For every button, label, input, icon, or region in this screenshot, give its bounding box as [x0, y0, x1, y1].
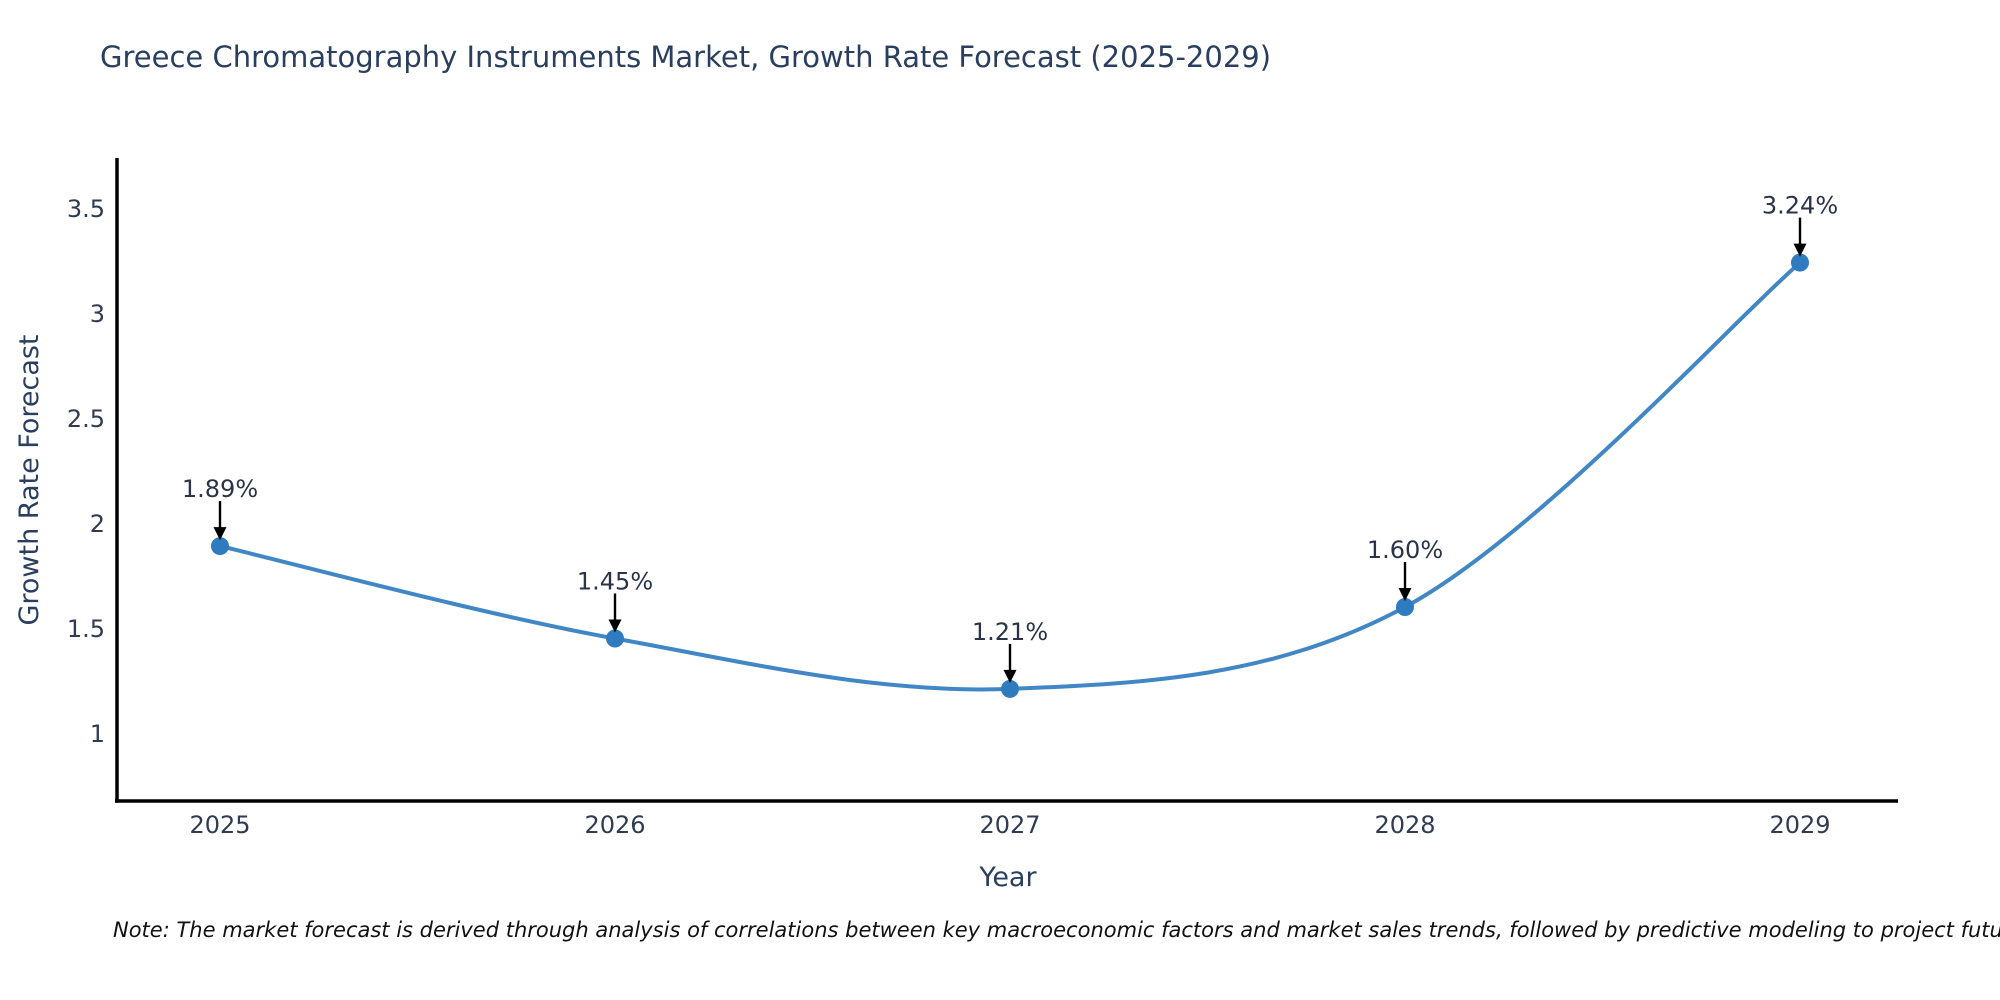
y-tick-label: 2	[90, 510, 105, 538]
annotation-arrowhead	[1793, 243, 1807, 257]
x-tick-label: 2029	[1769, 811, 1830, 839]
point-annotation: 1.21%	[972, 618, 1048, 683]
series-line	[218, 260, 1802, 692]
annotation-label: 1.45%	[577, 568, 653, 596]
point-annotation: 1.89%	[182, 475, 258, 541]
data-point-marker	[1396, 598, 1414, 616]
x-tick-label: 2025	[189, 811, 250, 839]
data-point-marker	[1001, 679, 1019, 698]
point-annotation: 1.45%	[577, 568, 653, 633]
y-tick-label: 1.5	[67, 615, 105, 643]
point-annotation: 3.24%	[1762, 192, 1838, 257]
x-tick-labels: 2025 2026 2027 2028 2029	[189, 811, 1830, 839]
y-tick-label: 2.5	[67, 405, 105, 433]
annotation-label: 1.60%	[1367, 536, 1443, 564]
axes	[115, 158, 1898, 803]
y-tick-label: 1	[90, 720, 105, 748]
annotation-arrowhead	[213, 527, 227, 541]
x-tick-label: 2027	[979, 811, 1040, 839]
x-tick-label: 2026	[584, 811, 645, 839]
point-annotations: 1.89% 1.45% 1.21% 1.60% 3.24%	[182, 192, 1838, 683]
x-tick-label: 2028	[1374, 811, 1435, 839]
chart-title: Greece Chromatography Instruments Market…	[100, 40, 1272, 74]
y-axis-title: Growth Rate Forecast	[14, 334, 45, 625]
data-point-marker	[606, 629, 624, 648]
x-axis-title: Year	[978, 862, 1037, 893]
annotation-arrowhead	[1003, 669, 1017, 683]
footnote: Note: The market forecast is derived thr…	[113, 918, 2000, 942]
y-tick-label: 3	[90, 300, 105, 328]
data-point-marker	[1791, 253, 1809, 272]
point-annotation: 1.60%	[1367, 536, 1443, 601]
annotation-label: 3.24%	[1762, 192, 1838, 220]
annotation-label: 1.21%	[972, 618, 1048, 646]
data-point-marker	[211, 537, 229, 556]
annotation-arrowhead	[1398, 588, 1412, 601]
annotation-arrowhead	[608, 619, 622, 633]
annotation-label: 1.89%	[182, 475, 258, 503]
y-tick-labels: 1 1.5 2 2.5 3 3.5	[67, 195, 105, 748]
y-tick-label: 3.5	[67, 195, 105, 223]
series-markers	[211, 253, 1809, 698]
